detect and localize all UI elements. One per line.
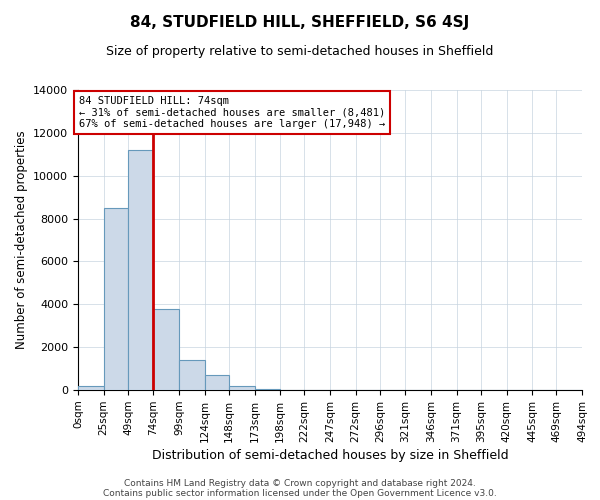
Bar [128, 150, 154, 390]
Bar [179, 360, 205, 390]
Y-axis label: Number of semi-detached properties: Number of semi-detached properties [14, 130, 28, 350]
Text: 84 STUDFIELD HILL: 74sqm
← 31% of semi-detached houses are smaller (8,481)
67% o: 84 STUDFIELD HILL: 74sqm ← 31% of semi-d… [79, 96, 385, 129]
Text: Contains HM Land Registry data © Crown copyright and database right 2024.: Contains HM Land Registry data © Crown c… [124, 478, 476, 488]
Bar [154, 308, 179, 390]
Bar [78, 386, 104, 390]
Bar [254, 389, 280, 390]
Text: 84, STUDFIELD HILL, SHEFFIELD, S6 4SJ: 84, STUDFIELD HILL, SHEFFIELD, S6 4SJ [130, 15, 470, 30]
Bar [205, 375, 229, 390]
Text: Contains public sector information licensed under the Open Government Licence v3: Contains public sector information licen… [103, 488, 497, 498]
X-axis label: Distribution of semi-detached houses by size in Sheffield: Distribution of semi-detached houses by … [152, 449, 508, 462]
Bar [104, 208, 128, 390]
Bar [229, 386, 254, 390]
Text: Size of property relative to semi-detached houses in Sheffield: Size of property relative to semi-detach… [106, 45, 494, 58]
